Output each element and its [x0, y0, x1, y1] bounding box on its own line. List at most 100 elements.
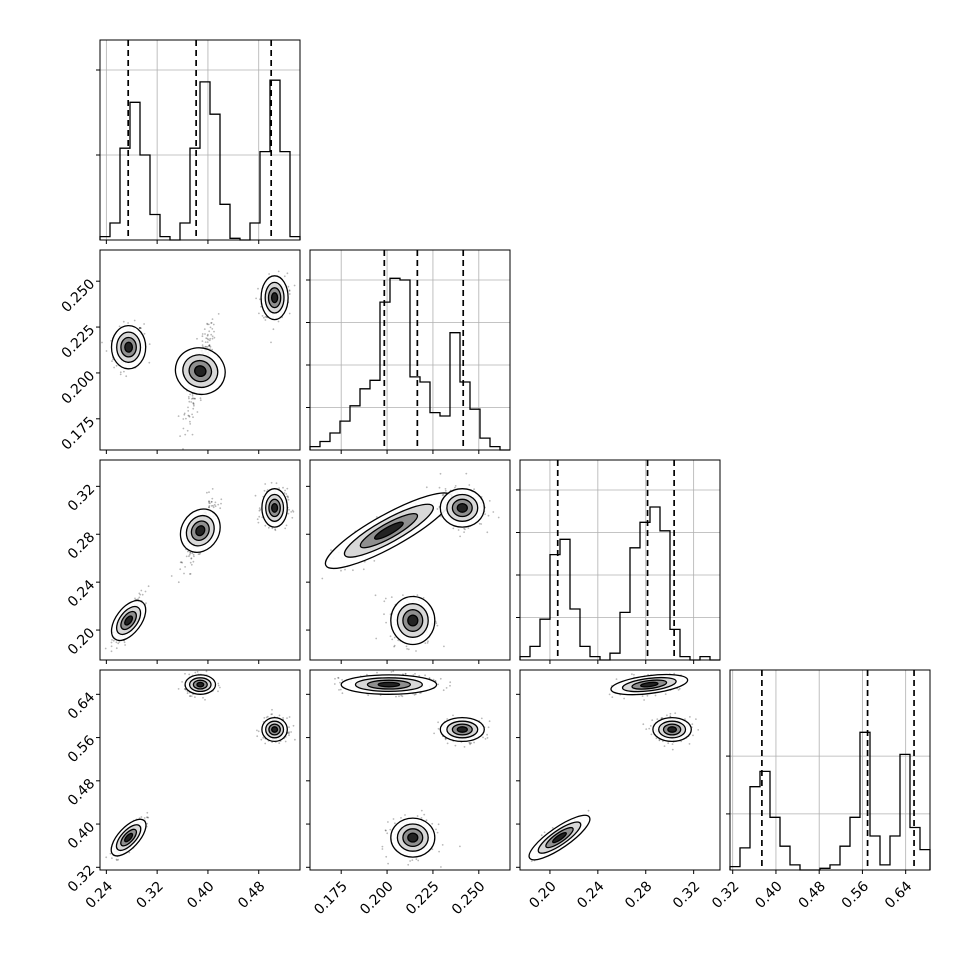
panel-2-1-sample	[211, 335, 214, 338]
panel-3-2-sample	[468, 484, 471, 486]
panel-4-1-sample	[288, 731, 290, 734]
panel-4-3-sample	[664, 693, 667, 695]
panel-4-2-sample	[411, 859, 414, 861]
panel-3-2-sample	[473, 488, 475, 491]
panel-2-1-sample	[264, 319, 267, 321]
panel-4-2-sample	[445, 687, 448, 689]
panel-2-1-sample	[183, 413, 186, 416]
panel-2-1-sample	[199, 397, 202, 400]
panel-2-1-sample	[206, 345, 209, 348]
panel-4-1-sample	[105, 856, 108, 859]
panel-2-1-sample	[189, 423, 192, 425]
panel-2-1-sample	[261, 315, 264, 317]
panel-3-2-sample	[488, 500, 491, 502]
panel-4-1-contour-1-4	[124, 832, 134, 843]
panel-3-2-sample	[464, 528, 466, 531]
panel-3-1-sample	[258, 509, 261, 512]
panel-2-1-sample	[138, 327, 141, 330]
panel-4-2-sample	[487, 726, 490, 729]
panel-4-2-sample	[425, 819, 428, 822]
panel-3-2-sample	[416, 594, 419, 596]
x-tick-label-4-4: 0.56	[839, 878, 872, 911]
panel-3-1-sample	[189, 561, 192, 564]
panel-4-2-sample	[441, 844, 444, 846]
panel-2-1-sample	[179, 435, 182, 437]
panel-3-1-sample	[285, 493, 288, 495]
panel-4-1-sample	[265, 716, 268, 719]
panel-2-1-sample	[210, 322, 213, 324]
panel-4-2-sample	[407, 863, 410, 866]
panel-3-2-sample	[406, 648, 408, 650]
panel-4-1-sample	[263, 717, 266, 719]
panel-3-2-sample	[492, 511, 495, 513]
panel-4-2-sample	[420, 809, 423, 812]
panel-4-2-sample	[414, 672, 416, 675]
panel-2-1-sample	[201, 340, 204, 342]
panel-3-1-sample	[138, 596, 141, 599]
panel-4-2-sample	[394, 822, 396, 825]
panel-2-1-sample	[287, 285, 290, 288]
panel-3-1-sample	[111, 639, 113, 641]
panel-2-1-sample	[192, 403, 195, 406]
x-tick-label-3-4: 0.32	[670, 878, 703, 911]
panel-3-1-sample	[147, 585, 150, 588]
panel-4-3-sample	[641, 695, 644, 697]
panel-4-2-sample	[437, 683, 440, 686]
panel-3-2-sample	[384, 597, 387, 600]
panel-3-1-sample	[208, 506, 211, 509]
panel-4-1-sample	[194, 696, 196, 698]
panel-3-1-sample	[264, 483, 267, 485]
panel-3-1-sample	[288, 508, 290, 511]
panel-2-1-sample	[191, 398, 193, 400]
panel-4-1-sample	[217, 690, 219, 693]
panel-3-2-sample	[438, 486, 441, 489]
panel-4-3-sample	[658, 739, 661, 742]
panel-3-1-sample	[286, 495, 288, 498]
panel-4-1-sample	[290, 731, 292, 733]
panel-3-1-sample	[217, 503, 220, 506]
panel-3-2-sample	[486, 531, 489, 534]
panel-2-1-sample	[204, 345, 207, 348]
panel-2-1-sample	[207, 323, 210, 326]
panel-3-1-sample	[118, 641, 121, 643]
y-tick-label-2-2: 0.200	[59, 368, 99, 408]
panel-2-1-sample	[188, 397, 190, 400]
panel-2-1-sample	[192, 402, 195, 404]
panel-3-1-sample	[214, 501, 217, 504]
panel-4-1-sample	[257, 730, 260, 733]
panel-4-2-sample	[437, 823, 440, 826]
x-tick-label-1-3: 0.40	[184, 878, 217, 911]
panel-3-2-sample	[383, 600, 386, 603]
panel-2-1-sample	[139, 326, 141, 329]
panel-4-3-sample	[669, 712, 672, 715]
panel-4-1-sample	[184, 672, 186, 675]
panel-4-2-sample	[392, 670, 395, 673]
panel-2-1-sample	[260, 305, 262, 308]
panel-3-1-sample	[138, 592, 141, 595]
panel-2-1-sample	[206, 341, 209, 343]
panel-3-1-sample	[258, 507, 261, 509]
panel-3-1-sample	[292, 510, 295, 513]
panel-2-1-sample	[259, 298, 261, 301]
panel-4-3-sample	[615, 678, 618, 680]
panel-4-1-sample	[186, 692, 189, 695]
y-tick-label-3-3: 0.28	[65, 529, 98, 562]
panel-1-1-histogram	[99, 79, 301, 241]
panel-2-1-sample	[286, 272, 289, 275]
panel-4-2-sample	[398, 695, 400, 698]
panel-3-2-sample	[393, 645, 395, 648]
frame-layer	[96, 39, 931, 874]
panel-4-2-sample	[367, 694, 370, 697]
panel-3-2-sample	[487, 514, 490, 517]
panel-2-1-sample	[255, 297, 257, 300]
panel-3-2-sample	[390, 596, 393, 598]
panel-4-3-sample	[642, 723, 645, 726]
panel-4-1-sample	[146, 816, 149, 819]
panel-4-2-sample	[409, 860, 411, 862]
panel-4-2-sample	[449, 684, 451, 687]
panel-2-1-sample	[213, 330, 215, 333]
panel-2-1-sample	[209, 337, 212, 340]
panel-2-1-sample	[122, 320, 125, 323]
x-tick-label-4-3: 0.48	[796, 878, 829, 911]
panel-2-1-sample	[201, 335, 204, 338]
